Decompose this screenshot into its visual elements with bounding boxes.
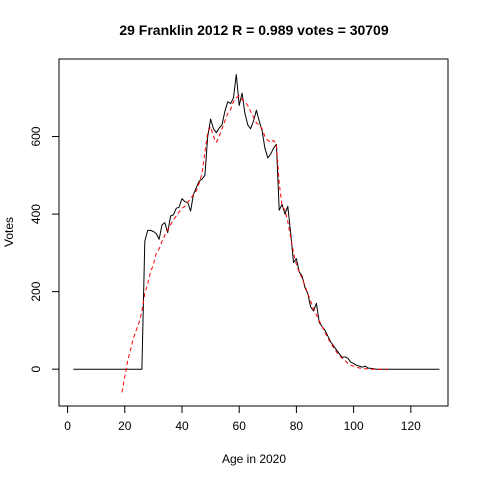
x-tick-label: 80 bbox=[290, 419, 304, 433]
plot-frame bbox=[58, 58, 449, 407]
observed-series-line bbox=[73, 74, 440, 370]
x-tick-label: 20 bbox=[118, 419, 132, 433]
y-axis-label: Votes bbox=[2, 217, 16, 247]
y-tick-label: 200 bbox=[29, 281, 43, 301]
x-axis: 0 20 40 60 80 100 120 bbox=[64, 405, 421, 433]
y-tick-label: 600 bbox=[29, 126, 43, 146]
x-tick-label: 0 bbox=[64, 419, 71, 433]
series-layer bbox=[73, 74, 440, 393]
x-axis-label: Age in 2020 bbox=[222, 452, 286, 466]
y-axis: 0 200 400 600 bbox=[29, 126, 60, 373]
x-tick-label: 40 bbox=[175, 419, 189, 433]
y-tick-label: 0 bbox=[29, 366, 43, 373]
y-tick-label: 400 bbox=[29, 204, 43, 224]
chart-title: 29 Franklin 2012 R = 0.989 votes = 30709 bbox=[119, 22, 389, 38]
x-tick-label: 60 bbox=[233, 419, 247, 433]
x-tick-label: 100 bbox=[344, 419, 364, 433]
fitted-series-line bbox=[121, 95, 388, 393]
x-tick-label: 120 bbox=[401, 419, 421, 433]
